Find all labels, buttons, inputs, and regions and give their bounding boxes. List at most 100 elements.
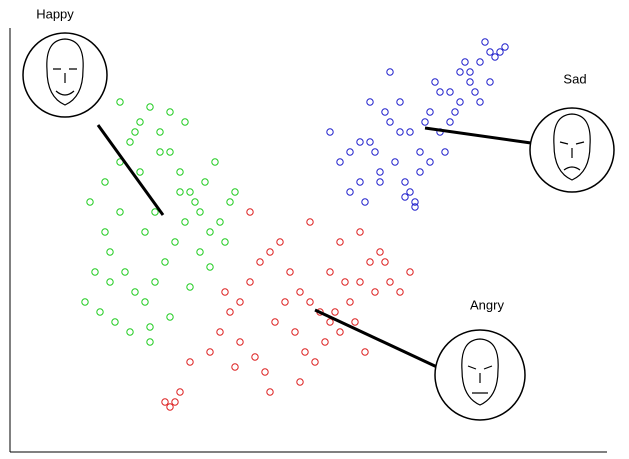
point [287,269,293,275]
point [332,309,338,315]
point [297,379,303,385]
point [172,399,178,405]
point [192,199,198,205]
point [142,299,148,305]
point [247,209,253,215]
point [497,49,503,55]
point [397,129,403,135]
point [337,239,343,245]
point [382,109,388,115]
cluster-label: Angry [470,297,504,312]
point [417,169,423,175]
point [367,139,373,145]
point [122,269,128,275]
point [147,324,153,330]
point [292,329,298,335]
point [327,319,333,325]
point [477,59,483,65]
point [272,319,278,325]
point [187,359,193,365]
point [187,284,193,290]
point [112,319,118,325]
point [312,359,318,365]
point [157,149,163,155]
point [362,349,368,355]
point [257,259,263,265]
point [392,159,398,165]
point [387,279,393,285]
point [327,129,333,135]
point [397,99,403,105]
point [402,179,408,185]
point [337,329,343,335]
point [197,249,203,255]
point [322,339,328,345]
point [372,289,378,295]
point [357,279,363,285]
point [402,194,408,200]
point [237,299,243,305]
point [132,289,138,295]
point [467,79,473,85]
point [357,229,363,235]
point [167,109,173,115]
point [442,149,448,155]
point [102,179,108,185]
point [92,269,98,275]
point [367,259,373,265]
point [127,139,133,145]
point [267,249,273,255]
point [222,239,228,245]
point [227,199,233,205]
point [172,239,178,245]
point [357,139,363,145]
point [177,189,183,195]
point [147,339,153,345]
point [232,364,238,370]
point [107,249,113,255]
point [137,119,143,125]
point [237,339,243,345]
point [447,89,453,95]
cluster-label: Sad [563,71,586,86]
point [162,399,168,405]
point [307,219,313,225]
point [102,229,108,235]
point [437,89,443,95]
face-icon [23,33,107,117]
point [252,354,258,360]
point [347,299,353,305]
cluster-label: Happy [36,6,74,21]
point [357,179,363,185]
point [487,79,493,85]
point [187,189,193,195]
point [337,159,343,165]
point [177,169,183,175]
point [152,279,158,285]
point [377,249,383,255]
point [87,199,93,205]
point [297,289,303,295]
point [327,269,333,275]
point [347,149,353,155]
point [502,44,508,50]
point [342,279,348,285]
point [212,159,218,165]
point [177,389,183,395]
point [387,69,393,75]
point [367,99,373,105]
point [407,269,413,275]
point [232,189,238,195]
point [362,199,368,205]
point [277,239,283,245]
point [202,179,208,185]
point [222,289,228,295]
point [217,329,223,335]
point [107,279,113,285]
point [227,309,233,315]
point [432,79,438,85]
point [262,369,268,375]
point [407,189,413,195]
point [457,69,463,75]
point [97,309,103,315]
